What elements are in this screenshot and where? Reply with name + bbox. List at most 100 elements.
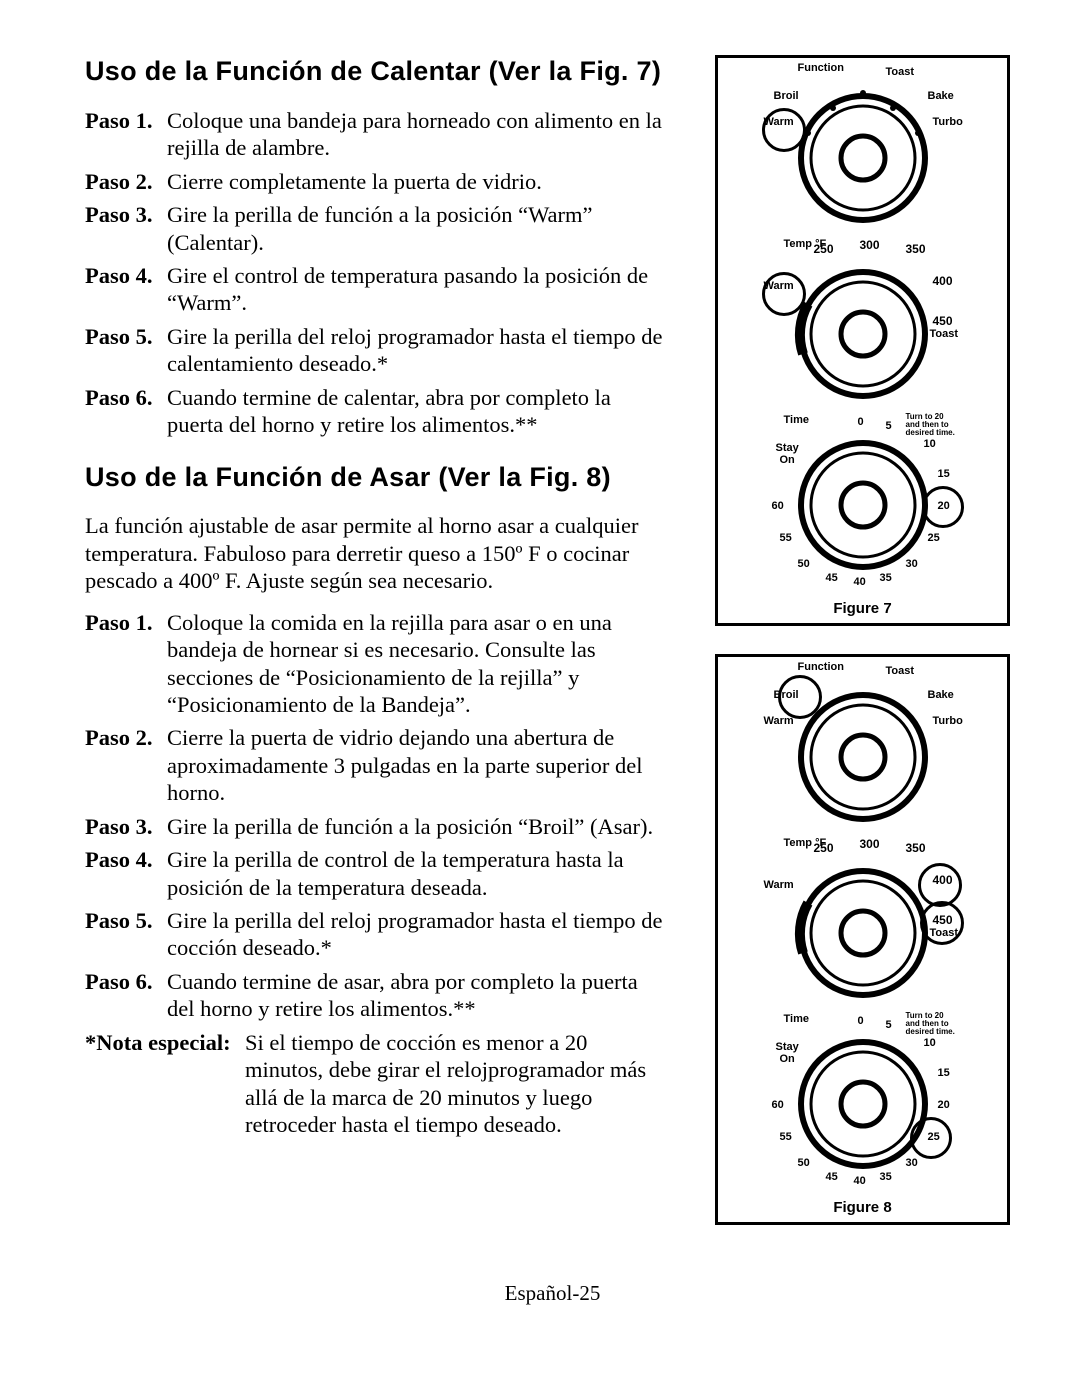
- timer-label: On: [780, 454, 795, 466]
- step-text: Cuando termine de calentar, abra por com…: [167, 384, 665, 439]
- step-text: Coloque una bandeja para horneado con al…: [167, 107, 665, 162]
- timer-label: 40: [854, 1175, 866, 1187]
- step-label: Paso 6.: [85, 384, 167, 439]
- broil-step-5: Paso 5. Gire la perilla del reloj progra…: [85, 907, 665, 962]
- step-text: Gire la perilla del reloj programador ha…: [167, 907, 665, 962]
- selection-ring-icon: [922, 486, 964, 528]
- step-label: Paso 3.: [85, 201, 167, 256]
- step-label: Paso 3.: [85, 813, 167, 840]
- timer-note: desired time.: [906, 428, 955, 437]
- broil-step-3: Paso 3. Gire la perilla de función a la …: [85, 813, 665, 840]
- func-label: Bake: [928, 689, 954, 701]
- temp-label: 400: [933, 274, 953, 288]
- selection-ring-icon: [910, 1117, 952, 1159]
- temp-label: 300: [860, 238, 880, 252]
- timer-label: 5: [886, 420, 892, 432]
- step-text: Gire la perilla de función a la posición…: [167, 201, 665, 256]
- step-label: Paso 1.: [85, 107, 167, 162]
- step-label: Paso 6.: [85, 968, 167, 1023]
- temp-label: 350: [906, 841, 926, 855]
- timer-label: Stay: [776, 1041, 799, 1053]
- timer-label: On: [780, 1053, 795, 1065]
- temp-label: 350: [906, 242, 926, 256]
- selection-ring-icon: [920, 901, 964, 945]
- warm-step-5: Paso 5. Gire la perilla del reloj progra…: [85, 323, 665, 378]
- figure-caption: Figure 7: [724, 596, 1001, 617]
- function-header: Function: [798, 661, 844, 673]
- timer-label: 40: [854, 576, 866, 588]
- timer-label: 30: [906, 1157, 918, 1169]
- broil-intro: La función ajustable de asar permite al …: [85, 512, 665, 594]
- temp-label: 250: [814, 841, 834, 855]
- func-label: Bake: [928, 90, 954, 102]
- timer-label: 50: [798, 1157, 810, 1169]
- step-text: Gire la perilla de función a la posición…: [167, 813, 665, 840]
- heading-broil: Uso de la Función de Asar (Ver la Fig. 8…: [85, 461, 665, 495]
- timer-label: 10: [924, 1037, 936, 1049]
- dial-icon: [778, 68, 948, 238]
- temp-label: 300: [860, 837, 880, 851]
- note-label: *Nota especial:: [85, 1029, 245, 1139]
- broil-step-4: Paso 4. Gire la perilla de control de la…: [85, 846, 665, 901]
- func-label: Turbo: [933, 116, 963, 128]
- warm-step-2: Paso 2. Cierre completamente la puerta d…: [85, 168, 665, 195]
- timer-label: 30: [906, 558, 918, 570]
- func-label: Toast: [886, 665, 915, 677]
- timer-label: Stay: [776, 442, 799, 454]
- timer-label: 5: [886, 1019, 892, 1031]
- note-text: Si el tiempo de cocción es menor a 20 mi…: [245, 1029, 665, 1139]
- timer-header: Time: [784, 414, 809, 426]
- timer-label: 35: [880, 1171, 892, 1183]
- broil-step-1: Paso 1. Coloque la comida en la rejilla …: [85, 609, 665, 719]
- step-text: Cuando termine de asar, abra por complet…: [167, 968, 665, 1023]
- step-label: Paso 4.: [85, 846, 167, 901]
- step-label: Paso 2.: [85, 168, 167, 195]
- broil-step-6: Paso 6. Cuando termine de asar, abra por…: [85, 968, 665, 1023]
- timer-label: 50: [798, 558, 810, 570]
- step-label: Paso 2.: [85, 724, 167, 806]
- warm-step-1: Paso 1. Coloque una bandeja para hornead…: [85, 107, 665, 162]
- timer-label: 10: [924, 438, 936, 450]
- timer-label: 35: [880, 572, 892, 584]
- timer-note: desired time.: [906, 1027, 955, 1036]
- timer-dial: Time Turn to 20 and then to desired time…: [778, 1019, 948, 1189]
- timer-label: 0: [858, 1015, 864, 1027]
- figure-8: Function Toast Bake Turbo Broil Warm Tem…: [715, 654, 1010, 1225]
- dial-icon: [778, 244, 948, 414]
- step-text: Gire la perilla de control de la tempera…: [167, 846, 665, 901]
- func-label: Broil: [774, 90, 799, 102]
- temp-dial: Temp °F 250 300 350 400 450 Toast Warm: [778, 244, 948, 414]
- selection-ring-icon: [778, 675, 822, 719]
- temp-label: 250: [814, 242, 834, 256]
- temp-dial: Temp °F 250 300 350 400 450 Toast Warm: [778, 843, 948, 1013]
- temp-label: 450: [933, 314, 953, 328]
- step-text: Gire la perilla del reloj programador ha…: [167, 323, 665, 378]
- step-label: Paso 1.: [85, 609, 167, 719]
- figure-7: Function Toast Bake Turbo Broil Warm: [715, 55, 1010, 626]
- step-label: Paso 5.: [85, 323, 167, 378]
- func-label: Toast: [886, 66, 915, 78]
- step-label: Paso 5.: [85, 907, 167, 962]
- warm-step-3: Paso 3. Gire la perilla de función a la …: [85, 201, 665, 256]
- timer-label: 15: [938, 468, 950, 480]
- timer-label: 55: [780, 1131, 792, 1143]
- broil-step-2: Paso 2. Cierre la puerta de vidrio dejan…: [85, 724, 665, 806]
- timer-dial: Time Turn to 20 and then to desired time…: [778, 420, 948, 590]
- side-column: Function Toast Bake Turbo Broil Warm: [715, 55, 1010, 1253]
- timer-label: 55: [780, 532, 792, 544]
- timer-label: 20: [938, 1099, 950, 1111]
- timer-label: 45: [826, 1171, 838, 1183]
- timer-label: 25: [928, 532, 940, 544]
- special-note: *Nota especial: Si el tiempo de cocción …: [85, 1029, 665, 1139]
- selection-ring-icon: [762, 272, 806, 316]
- timer-label: 60: [772, 1099, 784, 1111]
- main-column: Uso de la Función de Calentar (Ver la Fi…: [85, 55, 665, 1145]
- func-label: Warm: [764, 715, 794, 727]
- warm-step-6: Paso 6. Cuando termine de calentar, abra…: [85, 384, 665, 439]
- func-label: Turbo: [933, 715, 963, 727]
- function-dial: Function Toast Bake Turbo Broil Warm: [778, 667, 948, 837]
- function-dial: Function Toast Bake Turbo Broil Warm: [778, 68, 948, 238]
- page-footer: Español-25: [85, 1253, 1020, 1306]
- timer-header: Time: [784, 1013, 809, 1025]
- warm-step-4: Paso 4. Gire el control de temperatura p…: [85, 262, 665, 317]
